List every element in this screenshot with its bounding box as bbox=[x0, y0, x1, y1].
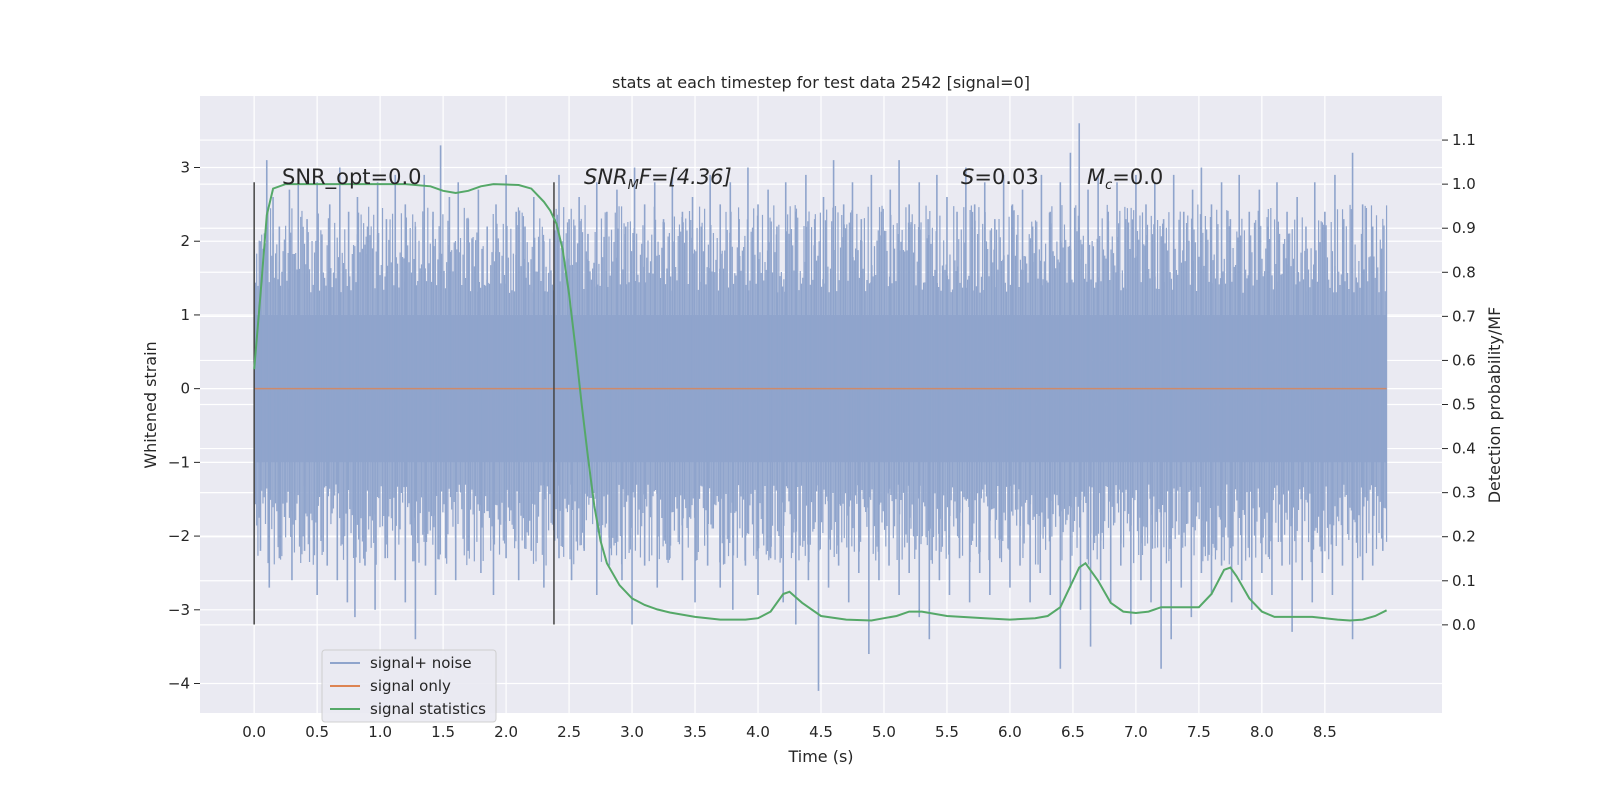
y2-tick-label: 0.0 bbox=[1452, 616, 1476, 634]
x-axis-ticks: 0.0 0.5 1.0 1.5 2.0 2.5 3.0 3.5 4.0 4.5 5.0 5.5 6.0 6… bbox=[242, 723, 1337, 741]
snr-mf-symbol: SNR bbox=[584, 165, 628, 189]
x-tick-label: 3.0 bbox=[620, 723, 644, 741]
mc-subscript: c bbox=[1105, 178, 1112, 193]
y2-tick-label: 0.4 bbox=[1452, 440, 1476, 458]
x-tick-label: 1.5 bbox=[431, 723, 455, 741]
x-tick-label: 0.0 bbox=[242, 723, 266, 741]
vertical-markers bbox=[253, 182, 555, 625]
y2-tick-label: 0.6 bbox=[1452, 351, 1476, 369]
y2-axis-label: Detection probability/MF bbox=[1485, 307, 1504, 504]
x-tick-label: 5.5 bbox=[935, 723, 959, 741]
y2-axis-ticks: 1.1 1.0 0.9 0.8 0.7 0.6 0.5 0.4 0.3 0.2 0.1 0.0 bbox=[1442, 131, 1476, 634]
legend-label-noise: signal+ noise bbox=[370, 654, 472, 672]
legend-box bbox=[321, 649, 497, 723]
y-tick-label: −2 bbox=[168, 527, 190, 545]
y2-tick-label: 0.2 bbox=[1452, 528, 1476, 546]
x-tick-label: 0.5 bbox=[305, 723, 329, 741]
snr-mf-subscript: M bbox=[628, 178, 639, 193]
s-symbol: S bbox=[961, 165, 974, 189]
x-tick-label: 4.5 bbox=[809, 723, 833, 741]
legend: signal+ noise signal only signal statist… bbox=[321, 649, 497, 723]
x-tick-label: 2.5 bbox=[557, 723, 581, 741]
s-value: =0.03 bbox=[974, 165, 1038, 189]
x-tick-label: 4.0 bbox=[746, 723, 770, 741]
y-tick-label: −3 bbox=[168, 601, 190, 619]
s-annotation: S=0.03 bbox=[961, 165, 1039, 189]
y2-tick-label: 0.9 bbox=[1452, 219, 1476, 237]
x-tick-label: 6.5 bbox=[1061, 723, 1085, 741]
snr-mf-annotation: SNRMF=[4.36] bbox=[584, 165, 732, 193]
mc-annotation: Mc=0.0 bbox=[1087, 165, 1163, 193]
x-tick-label: 1.0 bbox=[368, 723, 392, 741]
x-axis-label: Time (s) bbox=[787, 747, 853, 766]
snr-mf-value: F=[4.36] bbox=[639, 165, 732, 189]
chart-title: stats at each timestep for test data 254… bbox=[612, 73, 1030, 92]
snr-opt-annotation: SNR_opt=0.0 bbox=[282, 165, 422, 190]
y2-tick-label: 0.5 bbox=[1452, 396, 1476, 414]
y-axis-label: Whitened strain bbox=[141, 341, 160, 468]
x-tick-label: 8.0 bbox=[1250, 723, 1274, 741]
y-axis-ticks: 3 2 1 0 −1 −2 −3 −4 bbox=[168, 159, 200, 693]
y2-tick-label: 1.1 bbox=[1452, 131, 1476, 149]
mc-symbol: M bbox=[1087, 165, 1105, 189]
y2-tick-label: 0.7 bbox=[1452, 307, 1476, 325]
signal-statistics-line bbox=[253, 183, 1388, 622]
x-tick-label: 8.5 bbox=[1313, 723, 1337, 741]
y-tick-label: 0 bbox=[180, 380, 190, 398]
x-tick-label: 3.5 bbox=[683, 723, 707, 741]
y-tick-label: 1 bbox=[180, 306, 190, 324]
signal-statistics-series bbox=[253, 183, 1388, 622]
y-tick-label: 2 bbox=[180, 232, 190, 250]
y-tick-label: −1 bbox=[168, 453, 190, 471]
legend-label-stats: signal statistics bbox=[370, 700, 486, 718]
y2-tick-label: 0.1 bbox=[1452, 572, 1476, 590]
signal-noise-series bbox=[253, 123, 1388, 691]
x-tick-label: 7.0 bbox=[1124, 723, 1148, 741]
x-tick-label: 5.0 bbox=[872, 723, 896, 741]
x-tick-label: 7.5 bbox=[1187, 723, 1211, 741]
y2-tick-label: 0.3 bbox=[1452, 484, 1476, 502]
x-tick-label: 6.0 bbox=[998, 723, 1022, 741]
y-tick-label: 3 bbox=[180, 159, 190, 177]
x-tick-label: 2.0 bbox=[494, 723, 518, 741]
mc-value: =0.0 bbox=[1112, 165, 1163, 189]
y2-tick-label: 1.0 bbox=[1452, 175, 1476, 193]
legend-label-signal: signal only bbox=[370, 677, 451, 695]
y-tick-label: −4 bbox=[168, 675, 190, 693]
y2-tick-label: 0.8 bbox=[1452, 263, 1476, 281]
